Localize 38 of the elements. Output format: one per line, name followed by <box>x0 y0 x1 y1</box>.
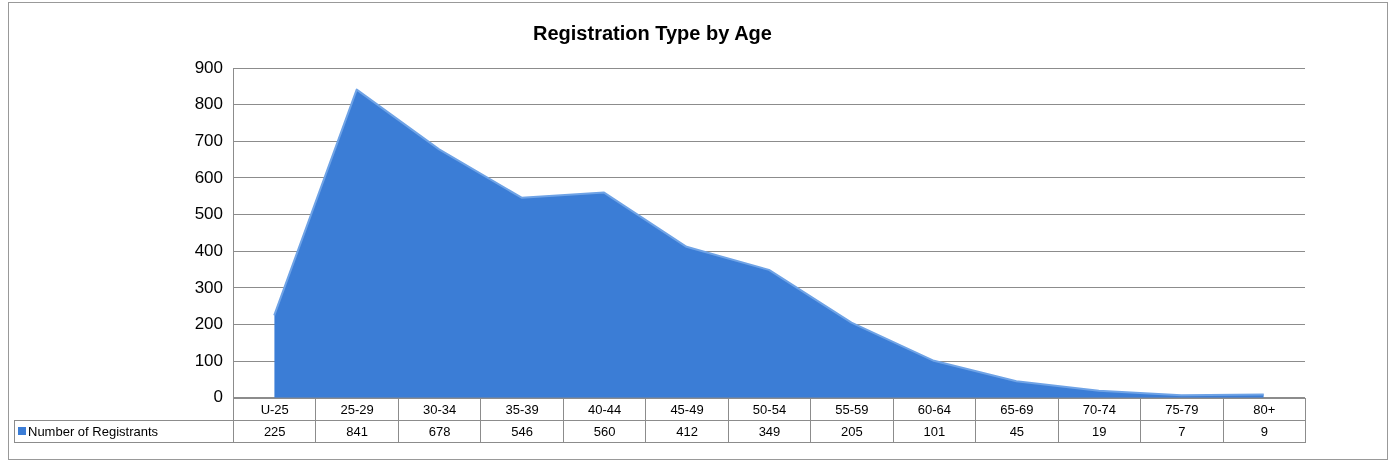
x-tick-label: 50-54 <box>727 397 812 421</box>
data-label: 101 <box>892 419 977 443</box>
y-tick-label: 700 <box>194 130 223 150</box>
y-tick-label: 900 <box>194 57 223 77</box>
x-tick-label: 75-79 <box>1140 397 1224 421</box>
x-tick-label: 40-44 <box>562 397 647 421</box>
data-label: 349 <box>727 419 812 443</box>
data-label: 678 <box>397 419 482 443</box>
data-label: 225 <box>233 419 317 443</box>
data-label: 560 <box>562 419 647 443</box>
x-tick-label: U-25 <box>233 397 317 421</box>
data-label: 412 <box>645 419 729 443</box>
x-tick-label: 80+ <box>1222 397 1306 421</box>
data-label: 19 <box>1057 419 1142 443</box>
y-tick-label: 800 <box>194 94 223 114</box>
x-tick-label: 45-49 <box>645 397 729 421</box>
data-label: 45 <box>975 419 1059 443</box>
data-label: 7 <box>1140 419 1224 443</box>
y-tick-label: 400 <box>194 240 223 260</box>
y-tick-label: 500 <box>194 204 223 224</box>
chart-title: Registration Type by Age <box>533 21 772 44</box>
x-tick-label: 60-64 <box>892 397 977 421</box>
y-tick-label: 300 <box>194 277 223 297</box>
y-tick-label: 200 <box>194 314 223 334</box>
data-label: 546 <box>480 419 564 443</box>
data-label: 205 <box>810 419 894 443</box>
x-tick-label: 65-69 <box>975 397 1059 421</box>
x-tick-label: 70-74 <box>1057 397 1142 421</box>
y-tick-label: 0 <box>213 387 223 407</box>
y-tick-label: 600 <box>194 167 223 187</box>
x-tick-label: 30-34 <box>397 397 482 421</box>
data-label: 9 <box>1222 419 1306 443</box>
x-tick-label: 35-39 <box>480 397 564 421</box>
x-tick-label: 55-59 <box>810 397 894 421</box>
data-label: 841 <box>315 419 399 443</box>
y-tick-label: 100 <box>194 350 223 370</box>
legend-label: Number of Registrants <box>28 423 159 439</box>
x-tick-label: 25-29 <box>315 397 399 421</box>
